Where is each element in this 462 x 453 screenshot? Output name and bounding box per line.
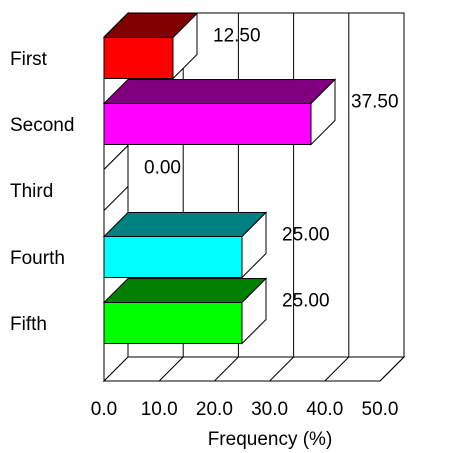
x-axis-title: Frequency (%) [208, 429, 333, 450]
bar-top-face [102, 79, 337, 104]
category-label: Fifth [10, 314, 47, 335]
chart-bars [102, 12, 337, 345]
bar-second [102, 78, 337, 146]
floor-tick-line [214, 356, 239, 382]
bar-front-face [103, 103, 312, 145]
bar-first [102, 12, 199, 80]
bar-top-face [102, 278, 268, 303]
value-label: 25.00 [282, 225, 330, 246]
chart-labels: 0.0 10.0 20.0 30.0 40.0 50.0 First 12.50 Second 3… [10, 26, 399, 421]
bar-third [103, 144, 129, 212]
floor-tick-line [379, 356, 405, 382]
bar-front-face [103, 302, 243, 344]
category-label: First [10, 49, 48, 70]
category-label: Fourth [10, 248, 65, 269]
x-tick-label: 50.0 [362, 399, 399, 420]
bar-end-face [103, 144, 129, 212]
bar-front-face [103, 236, 243, 278]
bar-fifth [102, 277, 268, 345]
floor-tick-line [269, 356, 294, 382]
value-label: 25.00 [282, 291, 330, 312]
category-label: Third [10, 181, 53, 202]
x-tick-label: 20.0 [196, 399, 233, 420]
floor [102, 356, 406, 382]
category-label: Second [10, 115, 74, 136]
x-tick-label: 30.0 [251, 399, 288, 420]
bar-fourth [102, 211, 268, 279]
value-label: 37.50 [351, 92, 399, 113]
value-label: 12.50 [213, 26, 261, 47]
bar-front-face [103, 37, 174, 79]
floor-tick-line [158, 356, 184, 382]
value-label: 0.00 [144, 158, 181, 179]
x-tick-label: 40.0 [306, 399, 343, 420]
floor-tick-line [324, 356, 350, 382]
x-tick-label: 0.0 [91, 399, 117, 420]
x-tick-label: 10.0 [141, 399, 178, 420]
bar-top-face [102, 212, 268, 237]
